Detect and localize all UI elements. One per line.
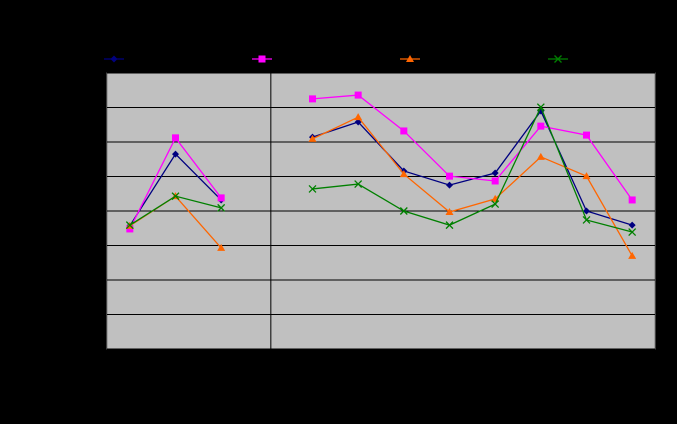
series-line [312,116,633,257]
point [491,177,499,185]
point [354,180,363,189]
legend-marker [406,55,414,62]
series-line [312,105,633,233]
point [309,95,316,103]
series-line [312,94,633,201]
point [446,181,453,189]
point [171,192,180,201]
point [308,184,317,193]
point [217,194,225,202]
point [354,91,362,99]
point [126,225,134,233]
point [628,196,636,204]
point [399,207,408,215]
point [400,127,408,135]
point [217,203,226,212]
point [628,251,637,259]
legend-marker [258,55,266,63]
point [172,150,179,158]
point [536,152,545,160]
point [537,122,545,130]
point [536,103,545,112]
point [491,200,500,209]
point [628,221,636,229]
point [354,113,363,121]
legend-marker [554,55,562,63]
legend-marker [110,55,118,63]
point [628,228,637,237]
point [446,172,453,180]
point [582,172,591,180]
point [308,134,317,142]
point [583,207,590,215]
point [399,170,408,178]
point [172,134,179,142]
point [125,221,134,230]
point [445,208,454,216]
point [491,169,499,177]
point [217,243,226,251]
point [445,221,454,230]
point [582,216,591,224]
point [583,131,590,139]
